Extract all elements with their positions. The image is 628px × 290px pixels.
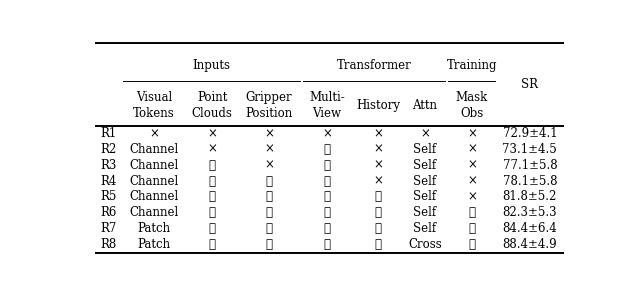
- Text: Attn: Attn: [413, 99, 438, 112]
- Text: Training: Training: [447, 59, 497, 72]
- Text: 73.1±4.5: 73.1±4.5: [502, 143, 557, 156]
- Text: ×: ×: [264, 159, 274, 172]
- Text: Patch: Patch: [138, 222, 171, 235]
- Text: ✓: ✓: [323, 191, 330, 204]
- Text: 82.3±5.3: 82.3±5.3: [502, 206, 557, 219]
- Text: ✓: ✓: [323, 238, 330, 251]
- Text: ×: ×: [373, 175, 383, 188]
- Text: ✓: ✓: [323, 206, 330, 219]
- Text: ×: ×: [467, 175, 477, 188]
- Text: Visual
Tokens: Visual Tokens: [133, 91, 175, 120]
- Text: ✓: ✓: [208, 191, 215, 204]
- Text: Transformer: Transformer: [337, 59, 411, 72]
- Text: Self: Self: [413, 206, 436, 219]
- Text: ✓: ✓: [374, 238, 381, 251]
- Text: 77.1±5.8: 77.1±5.8: [502, 159, 557, 172]
- Text: Patch: Patch: [138, 238, 171, 251]
- Text: ×: ×: [322, 127, 332, 140]
- Text: ✓: ✓: [266, 206, 273, 219]
- Text: ×: ×: [467, 127, 477, 140]
- Text: 84.4±6.4: 84.4±6.4: [502, 222, 557, 235]
- Text: ✓: ✓: [266, 222, 273, 235]
- Text: ×: ×: [264, 143, 274, 156]
- Text: Point
Clouds: Point Clouds: [192, 91, 232, 120]
- Text: Inputs: Inputs: [192, 59, 230, 72]
- Text: Self: Self: [413, 143, 436, 156]
- Text: ✓: ✓: [266, 175, 273, 188]
- Text: Self: Self: [413, 191, 436, 204]
- Text: R6: R6: [100, 206, 117, 219]
- Text: ×: ×: [373, 127, 383, 140]
- Text: Channel: Channel: [129, 159, 179, 172]
- Text: R3: R3: [100, 159, 117, 172]
- Text: ×: ×: [373, 159, 383, 172]
- Text: ✓: ✓: [468, 206, 475, 219]
- Text: ✓: ✓: [323, 143, 330, 156]
- Text: Channel: Channel: [129, 191, 179, 204]
- Text: Channel: Channel: [129, 206, 179, 219]
- Text: ×: ×: [373, 143, 383, 156]
- Text: ✓: ✓: [266, 238, 273, 251]
- Text: ×: ×: [467, 143, 477, 156]
- Text: ×: ×: [467, 159, 477, 172]
- Text: ✓: ✓: [374, 206, 381, 219]
- Text: SR: SR: [521, 77, 538, 90]
- Text: ✓: ✓: [468, 238, 475, 251]
- Text: ✓: ✓: [266, 191, 273, 204]
- Text: R5: R5: [100, 191, 117, 204]
- Text: 78.1±5.8: 78.1±5.8: [502, 175, 557, 188]
- Text: Self: Self: [413, 175, 436, 188]
- Text: Self: Self: [413, 222, 436, 235]
- Text: 81.8±5.2: 81.8±5.2: [502, 191, 557, 204]
- Text: ✓: ✓: [323, 159, 330, 172]
- Text: R8: R8: [100, 238, 116, 251]
- Text: Cross: Cross: [408, 238, 441, 251]
- Text: Self: Self: [413, 159, 436, 172]
- Text: ✓: ✓: [208, 206, 215, 219]
- Text: 88.4±4.9: 88.4±4.9: [502, 238, 557, 251]
- Text: ✓: ✓: [323, 222, 330, 235]
- Text: ×: ×: [207, 143, 217, 156]
- Text: Channel: Channel: [129, 175, 179, 188]
- Text: 72.9±4.1: 72.9±4.1: [502, 127, 557, 140]
- Text: Gripper
Position: Gripper Position: [246, 91, 293, 120]
- Text: ✓: ✓: [208, 238, 215, 251]
- Text: ✓: ✓: [374, 191, 381, 204]
- Text: R7: R7: [100, 222, 117, 235]
- Text: ×: ×: [467, 191, 477, 204]
- Text: ×: ×: [264, 127, 274, 140]
- Text: ✓: ✓: [468, 222, 475, 235]
- Text: Mask
Obs: Mask Obs: [456, 91, 488, 120]
- Text: Channel: Channel: [129, 143, 179, 156]
- Text: ×: ×: [207, 127, 217, 140]
- Text: History: History: [356, 99, 400, 112]
- Text: ✓: ✓: [208, 222, 215, 235]
- Text: R4: R4: [100, 175, 117, 188]
- Text: Multi-
View: Multi- View: [309, 91, 345, 120]
- Text: R2: R2: [100, 143, 116, 156]
- Text: ✓: ✓: [208, 175, 215, 188]
- Text: ✓: ✓: [208, 159, 215, 172]
- Text: ✓: ✓: [323, 175, 330, 188]
- Text: R1: R1: [100, 127, 116, 140]
- Text: ✓: ✓: [374, 222, 381, 235]
- Text: ×: ×: [149, 127, 159, 140]
- Text: ×: ×: [420, 127, 430, 140]
